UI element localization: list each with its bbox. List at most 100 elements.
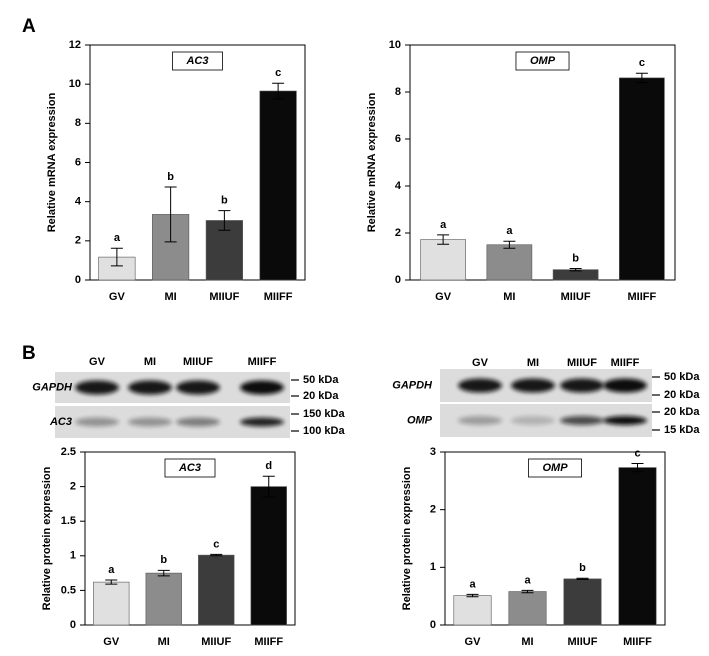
marker-label: 15 kDa bbox=[664, 424, 700, 436]
x-tick-label: GV bbox=[103, 636, 120, 648]
lane-label: MI bbox=[144, 356, 156, 368]
bar bbox=[93, 581, 130, 626]
y-tick-label: 10 bbox=[69, 78, 81, 90]
panel-label: B bbox=[22, 343, 36, 364]
blot-row-label: GAPDH bbox=[32, 381, 73, 393]
error-bar bbox=[503, 240, 516, 249]
y-tick-label: 0 bbox=[430, 619, 436, 631]
chart-title: OMP bbox=[542, 462, 568, 474]
y-tick-label: 8 bbox=[395, 86, 401, 98]
significance-letter: c bbox=[639, 57, 645, 69]
y-axis-label: Relative mRNA expression bbox=[46, 92, 58, 232]
error-bar bbox=[631, 463, 644, 473]
error-bar bbox=[164, 186, 177, 243]
panel-label: A bbox=[22, 16, 36, 37]
y-tick-label: 0 bbox=[70, 619, 76, 631]
significance-letter: a bbox=[440, 219, 447, 231]
x-tick-label: GV bbox=[109, 291, 126, 303]
blot-band bbox=[511, 416, 555, 425]
bar bbox=[486, 244, 533, 281]
x-tick-label: GV bbox=[465, 636, 482, 648]
x-tick-label: MIIUF bbox=[209, 291, 239, 303]
lane-label: MIIUF bbox=[183, 356, 213, 368]
y-axis-label: Relative protein expression bbox=[401, 466, 413, 610]
title-box bbox=[528, 458, 582, 478]
lane-label: MI bbox=[527, 357, 539, 369]
y-tick-label: 1 bbox=[70, 550, 76, 562]
plot-frame bbox=[84, 451, 296, 626]
title-box bbox=[515, 51, 570, 71]
error-bar bbox=[466, 593, 479, 598]
y-tick-label: 6 bbox=[75, 156, 81, 168]
significance-letter: c bbox=[634, 447, 640, 459]
bar bbox=[145, 572, 182, 626]
significance-letter: a bbox=[506, 225, 513, 237]
error-bar bbox=[272, 82, 285, 100]
lane-label: MIIUF bbox=[567, 357, 597, 369]
y-tick-label: 0.5 bbox=[61, 584, 76, 596]
y-tick-label: 2 bbox=[395, 227, 401, 239]
bar bbox=[420, 239, 466, 281]
y-tick-label: 10 bbox=[389, 39, 401, 51]
blot-band bbox=[458, 416, 502, 425]
blot-band bbox=[560, 378, 604, 393]
x-tick-label: MIIUF bbox=[568, 636, 598, 648]
x-tick-label: MI bbox=[158, 636, 170, 648]
blot-band bbox=[128, 380, 172, 395]
bar bbox=[619, 77, 665, 281]
error-bar bbox=[218, 210, 231, 231]
significance-letter: a bbox=[114, 232, 121, 244]
y-tick-label: 0 bbox=[395, 274, 401, 286]
significance-letter: a bbox=[108, 564, 115, 576]
y-axis-label: Relative mRNA expression bbox=[366, 92, 378, 232]
bar bbox=[508, 591, 547, 626]
x-tick-label: MIIFF bbox=[254, 636, 283, 648]
y-tick-label: 4 bbox=[395, 180, 402, 192]
error-bar bbox=[521, 589, 534, 594]
x-tick-label: MIIFF bbox=[623, 636, 652, 648]
bar bbox=[563, 578, 602, 626]
error-bar bbox=[157, 569, 170, 577]
x-tick-label: MIIUF bbox=[561, 291, 591, 303]
bar bbox=[198, 554, 235, 626]
blot-band bbox=[128, 417, 172, 427]
bar bbox=[618, 467, 657, 626]
blot-band bbox=[458, 378, 502, 393]
error-bar bbox=[210, 553, 223, 557]
lane-label: MIIFF bbox=[248, 356, 277, 368]
blot-row-label: OMP bbox=[407, 414, 433, 426]
chart-title: AC3 bbox=[178, 462, 201, 474]
blot-band bbox=[240, 380, 284, 395]
y-tick-label: 4 bbox=[75, 196, 82, 208]
x-tick-label: MIIUF bbox=[201, 636, 231, 648]
bar bbox=[250, 486, 287, 626]
y-tick-label: 12 bbox=[69, 39, 81, 51]
bar bbox=[259, 90, 297, 281]
significance-letter: b bbox=[160, 554, 167, 566]
error-bar bbox=[105, 579, 118, 585]
error-bar bbox=[110, 247, 123, 267]
error-bar bbox=[576, 577, 589, 580]
x-tick-label: MIIFF bbox=[628, 291, 657, 303]
x-tick-label: MIIFF bbox=[264, 291, 293, 303]
x-tick-label: MI bbox=[521, 636, 533, 648]
blot-band bbox=[75, 380, 119, 395]
significance-letter: c bbox=[275, 67, 281, 79]
blot-band bbox=[511, 378, 555, 393]
y-tick-label: 2 bbox=[75, 235, 81, 247]
y-tick-label: 3 bbox=[430, 446, 436, 458]
marker-label: 150 kDa bbox=[303, 408, 345, 420]
y-tick-label: 6 bbox=[395, 133, 401, 145]
x-tick-label: MI bbox=[503, 291, 515, 303]
error-bar bbox=[437, 234, 450, 245]
blot-band bbox=[603, 378, 647, 393]
error-bar bbox=[569, 267, 582, 272]
y-tick-label: 0 bbox=[75, 274, 81, 286]
marker-label: 50 kDa bbox=[303, 374, 339, 386]
significance-letter: d bbox=[265, 460, 272, 472]
lane-label: MIIFF bbox=[611, 357, 640, 369]
y-tick-label: 2 bbox=[70, 481, 76, 493]
y-tick-label: 2 bbox=[430, 504, 436, 516]
significance-letter: c bbox=[213, 538, 219, 550]
